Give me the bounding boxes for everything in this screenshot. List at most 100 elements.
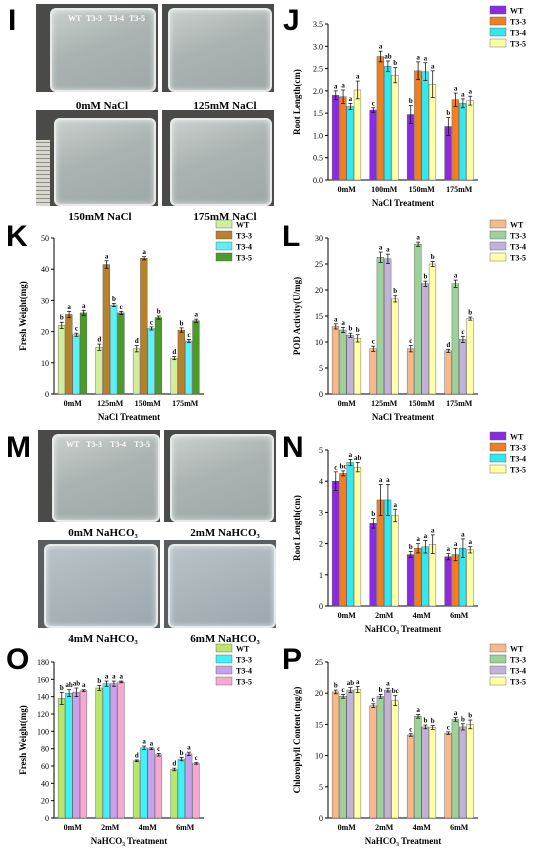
y-tick-label: 30 [315,234,323,243]
bar [466,100,474,181]
caption-4mm-nahco3: 4mM NaHCO₃ [68,633,138,645]
legend-swatch [489,676,507,686]
bar [154,754,163,819]
plate-label-t3-4: T3-4 [108,14,124,23]
y-tick-label: 15 [315,720,323,729]
significance-letter: b [334,682,338,690]
bar [346,335,354,395]
y-tick-label: 2.5 [313,65,323,74]
x-tick-label: 150mM [135,399,162,408]
legend-label: T3-5 [236,678,252,687]
significance-letter: b [371,510,375,518]
legend-swatch [215,230,233,240]
significance-letter: d [135,337,139,345]
caption-2mm-nahco3: 2mM NaHCO₃ [190,527,260,539]
chart-n-root-length-nahco3: 0 1 2 3 4 5 Root Length(cm) NaHCO₃ Treatment 0mM… [292,431,526,634]
bar [369,348,377,395]
bar [102,683,110,819]
chart-j-root-length-nacl: 0.0 0.5 1.0 1.5 2.0 2.5 3.0 3.5 Root Length(cm) N… [292,5,526,208]
x-axis-label: NaHCO₃ Treatment [365,836,441,846]
plate-label-t3-4: T3-4 [110,440,126,449]
bar [376,257,384,395]
significance-letter: b [157,308,161,316]
legend-swatch [489,219,507,229]
petri-dish [44,544,158,628]
bar [428,83,437,181]
bar [406,734,415,819]
bar [406,348,415,395]
significance-letter: b [356,326,360,334]
significance-letter: a [349,95,353,103]
petri-dish [170,434,274,522]
significance-letter: a [105,252,109,260]
significance-letter: c [187,331,190,339]
bar [369,109,377,181]
bar [331,95,340,181]
panel-letter-n: N [282,431,304,464]
y-axis-label: Fresh Weight(mg) [18,705,28,774]
y-axis-label: POD Activity(U/mg) [292,277,302,355]
plate-label-t3-5: T3-5 [134,440,150,449]
petri-dish [170,118,272,206]
y-tick-label: 50 [41,234,49,243]
bar [428,727,437,819]
bar [391,298,399,395]
legend-label: WT [510,645,524,654]
y-tick-label: 1 [319,571,323,580]
significance-letter: c [372,99,375,107]
bar [79,312,88,395]
significance-letter: b [431,717,435,725]
significance-letter: a [454,85,458,93]
legend-swatch [489,5,507,15]
bar [421,726,429,819]
y-tick-label: 2.0 [313,87,323,96]
legend-label: T3-5 [236,254,252,263]
panel-letter-k: K [6,220,28,253]
plate-photo-6mm-nahco3 [164,540,276,628]
bar [72,692,80,819]
significance-letter: a [150,739,154,747]
legend-label: T3-3 [510,18,526,27]
petri-dish [50,8,156,92]
bar [147,328,155,395]
significance-letter: a [454,709,458,717]
significance-letter: a [379,244,383,252]
bar [331,481,340,607]
y-tick-label: 25 [315,260,323,269]
significance-letter: b [97,677,101,685]
legend-label: T3-5 [510,466,526,475]
y-tick-label: 20 [41,328,49,337]
y-tick-label: 10 [315,338,323,347]
significance-letter: a [424,532,428,540]
x-tick-label: 175mM [446,185,473,194]
x-tick-label: 150mM [409,185,436,194]
bar [406,554,415,607]
legend-swatch [489,654,507,664]
significance-letter: a [454,540,458,548]
bar [384,66,392,181]
y-tick-label: 40 [41,265,49,274]
bar [140,258,148,395]
y-tick-label: 0.5 [313,154,323,163]
chart-o-fresh-weight-nahco3: 0 20 40 60 80 100 120 140 160 180 Fresh Weight(mg)… [18,643,252,846]
significance-letter: b [409,97,413,105]
x-axis-label: NaCl Treatment [372,412,434,422]
y-tick-label: 60 [41,762,49,771]
y-tick-label: 1.0 [313,131,323,140]
significance-letter: d [135,751,139,759]
plate-label-wt: WT [68,14,82,23]
x-tick-label: 0mM [338,399,357,408]
significance-letter: b [468,712,472,720]
significance-letter: c [409,725,412,733]
chart-k-fresh-weight-nacl: 0 10 20 30 40 50 Fresh Weight(mg) NaCl Treatmen… [18,219,252,422]
significance-letter: c [461,328,464,336]
legend-label: T3-4 [510,667,526,676]
significance-letter: a [187,744,191,752]
legend-swatch [489,230,507,240]
y-tick-label: 10 [315,752,323,761]
significance-letter: b [468,309,472,317]
x-tick-label: 6mM [450,823,469,832]
bar [346,689,354,819]
caption-0mm-nacl: 0mM NaCl [75,100,129,112]
y-tick-label: 3.5 [313,20,323,29]
